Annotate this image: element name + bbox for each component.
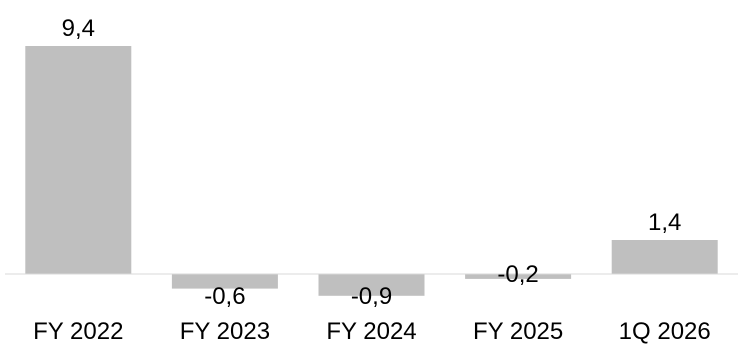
bar-3 (465, 274, 572, 279)
data-label-1: -0,6 (204, 283, 245, 310)
data-label-3: -0,2 (497, 261, 538, 288)
x-tick-label-4: 1Q 2026 (619, 318, 711, 345)
x-tick-label-0: FY 2022 (33, 318, 123, 345)
bar-4 (611, 240, 718, 274)
x-axis-tick-labels: FY 2022 FY 2023 FY 2024 FY 2025 1Q 2026 (33, 318, 711, 345)
data-label-4: 1,4 (648, 209, 681, 236)
data-labels-group: 9,4 -0,6 -0,9 -0,2 1,4 (62, 15, 682, 310)
x-tick-label-2: FY 2024 (326, 318, 416, 345)
bar-0 (25, 46, 132, 274)
bars-group (25, 46, 718, 296)
bar-1 (171, 274, 278, 289)
x-tick-label-3: FY 2025 (473, 318, 563, 345)
x-tick-label-1: FY 2023 (180, 318, 270, 345)
data-label-0: 9,4 (62, 15, 95, 42)
data-label-2: -0,9 (351, 283, 392, 310)
bar-2 (318, 274, 425, 296)
